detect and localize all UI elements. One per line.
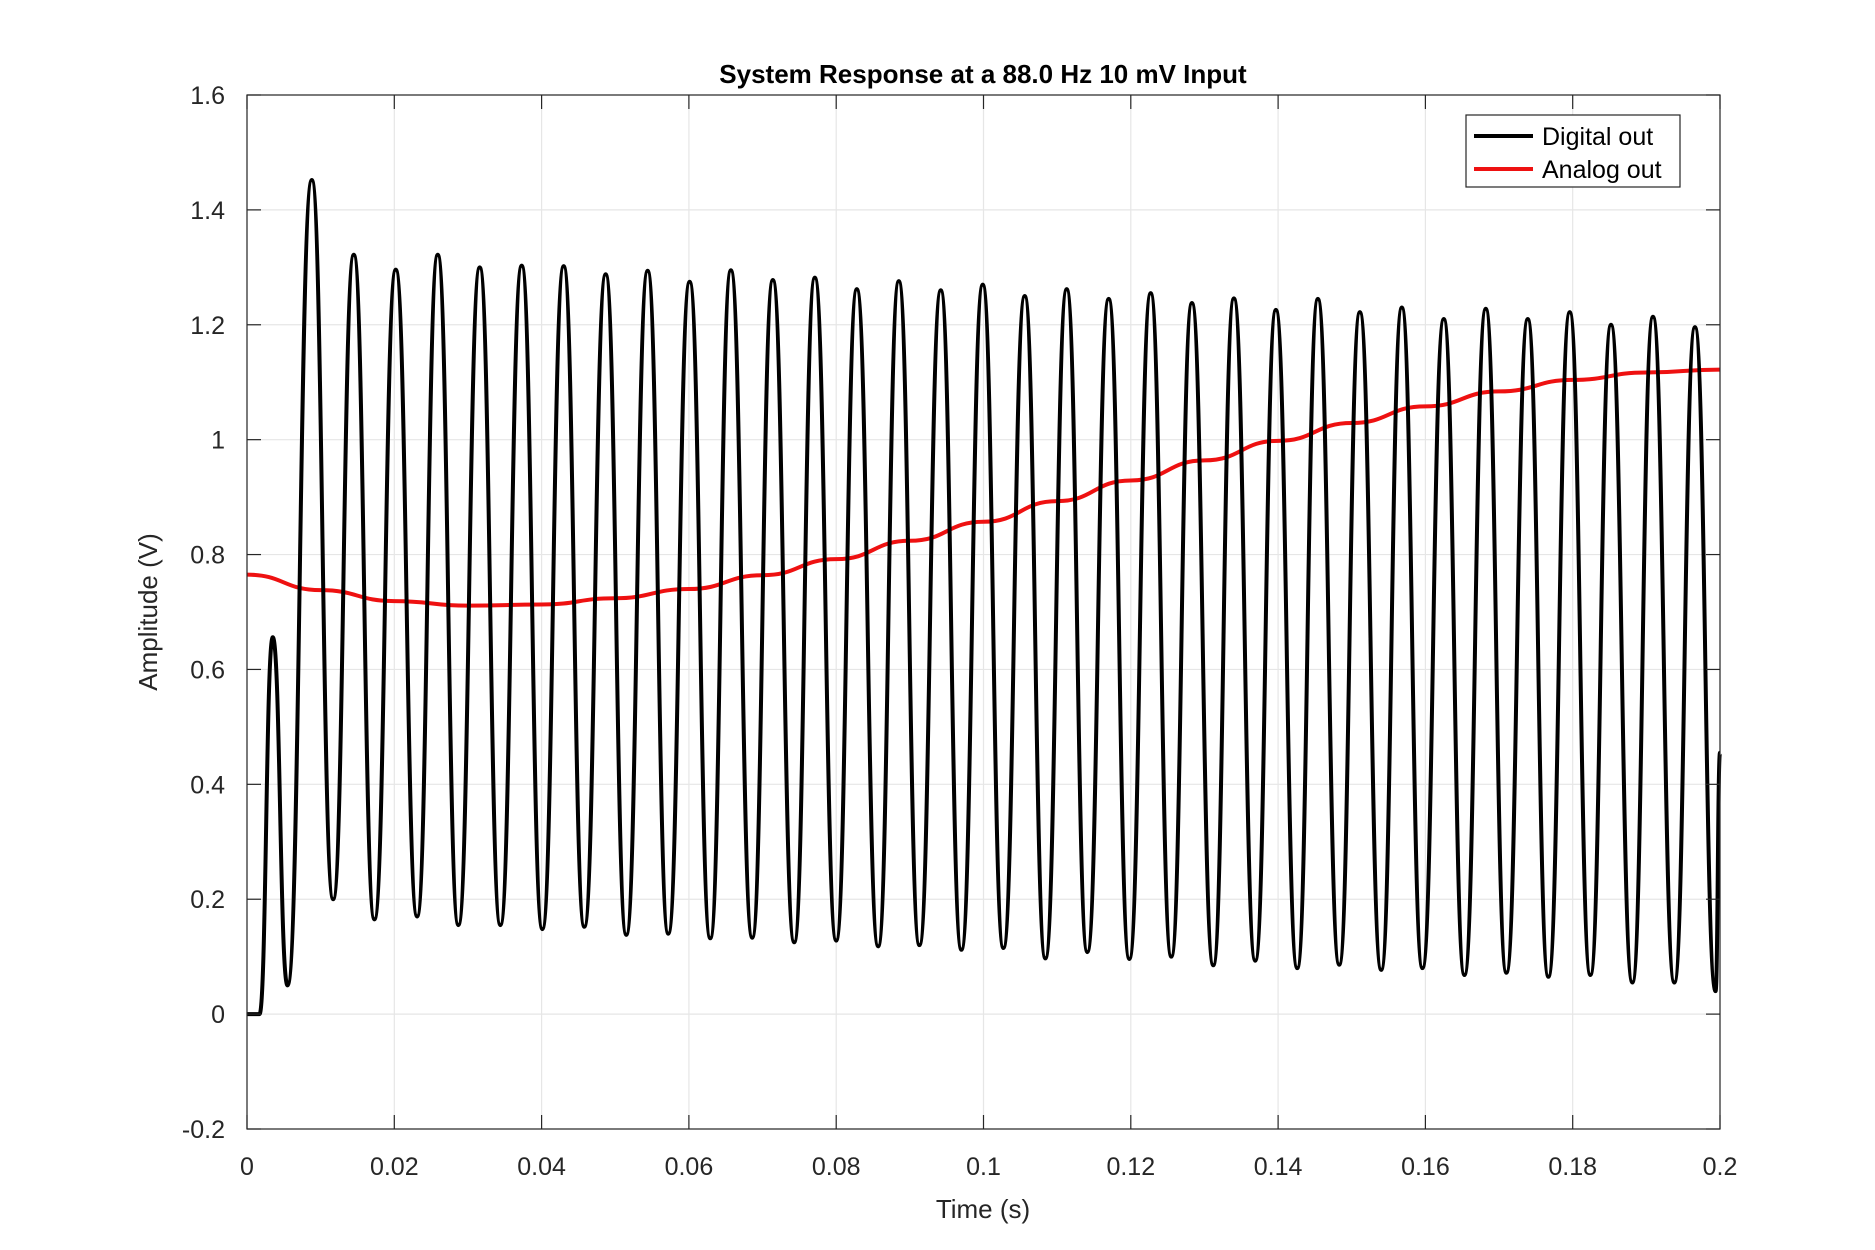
x-tick-label: 0.1 <box>966 1153 1001 1181</box>
y-tick-label: 0.2 <box>190 886 225 914</box>
x-tick-label: 0 <box>240 1153 254 1181</box>
series-line-digital-out <box>247 178 1722 1017</box>
ticks <box>246 94 1721 1130</box>
x-tick-label: 0.2 <box>1703 1153 1738 1181</box>
x-tick-label: 0.06 <box>665 1153 714 1181</box>
y-tick-label: 0.6 <box>190 656 225 684</box>
y-axis-label: Amplitude (V) <box>133 533 163 691</box>
x-tick-label: 0.18 <box>1548 1153 1597 1181</box>
x-tick-label: 0.02 <box>370 1153 419 1181</box>
x-tick-label: 0.04 <box>517 1153 566 1181</box>
y-tick-label: -0.2 <box>182 1116 225 1144</box>
chart-title: System Response at a 88.0 Hz 10 mV Input <box>719 59 1247 89</box>
legend: Digital out Analog out <box>1465 114 1681 188</box>
y-tick-label: 1.2 <box>190 312 225 340</box>
y-tick-label: 1.4 <box>190 197 225 225</box>
x-tick-label: 0.12 <box>1106 1153 1155 1181</box>
x-tick-label: 0.08 <box>812 1153 861 1181</box>
series-layer <box>246 178 1722 1017</box>
y-tick-label: 1 <box>211 427 225 455</box>
legend-box <box>1465 114 1681 188</box>
y-tick-label: 0 <box>211 1001 225 1029</box>
y-tick-label: 0.8 <box>190 542 225 570</box>
x-axis-label: Time (s) <box>936 1194 1030 1224</box>
series-line-analog-out <box>246 367 1721 608</box>
x-tick-label: 0.16 <box>1401 1153 1450 1181</box>
x-tick-label: 0.14 <box>1254 1153 1303 1181</box>
legend-label-digital: Digital out <box>1542 123 1653 151</box>
y-tick-label: 0.4 <box>190 771 225 799</box>
y-tick-label: 1.6 <box>190 82 225 110</box>
tick-labels: 0 0.02 0.04 0.06 0.08 0.1 0.12 0.14 0.16 0.18 0.2 -… <box>182 82 1737 1181</box>
legend-label-analog: Analog out <box>1542 156 1662 184</box>
